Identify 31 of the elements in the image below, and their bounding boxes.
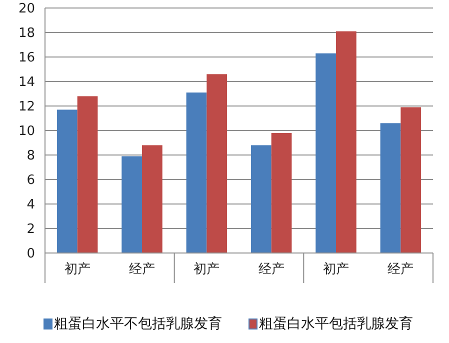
bar [56,110,78,253]
y-tick-label: 20 [18,2,35,17]
legend-label: 粗蛋白水平不包括乳腺发育 [54,315,222,332]
y-tick-label: 18 [18,26,35,42]
y-tick-label: 16 [18,50,35,66]
bar [271,132,292,253]
y-tick-label: 14 [18,75,35,90]
y-tick-label: 0 [26,246,35,262]
x-tick-label: 初产 [323,262,349,277]
y-tick-label: 10 [18,124,35,140]
legend-label: 粗蛋白水平包括乳腺发育 [259,315,413,332]
bar [336,31,356,253]
x-tick-label: 初产 [64,262,90,277]
y-tick-label: 2 [26,222,35,238]
y-tick-label: 4 [26,198,35,213]
bar [316,53,336,253]
x-tick-label: 经产 [258,262,284,277]
x-tick-label: 初产 [194,262,220,277]
bar [122,156,142,253]
bar [142,145,162,253]
bar [400,107,422,253]
y-tick-label: 8 [26,148,35,164]
bar [77,96,98,253]
y-tick-label: 6 [26,173,35,188]
bar [186,92,207,253]
x-tick-label: 经产 [129,262,155,277]
bar [380,123,401,253]
x-tick-label: 经产 [388,262,414,277]
bar [250,145,272,253]
bar [206,74,228,253]
y-tick-label: 12 [18,100,35,115]
